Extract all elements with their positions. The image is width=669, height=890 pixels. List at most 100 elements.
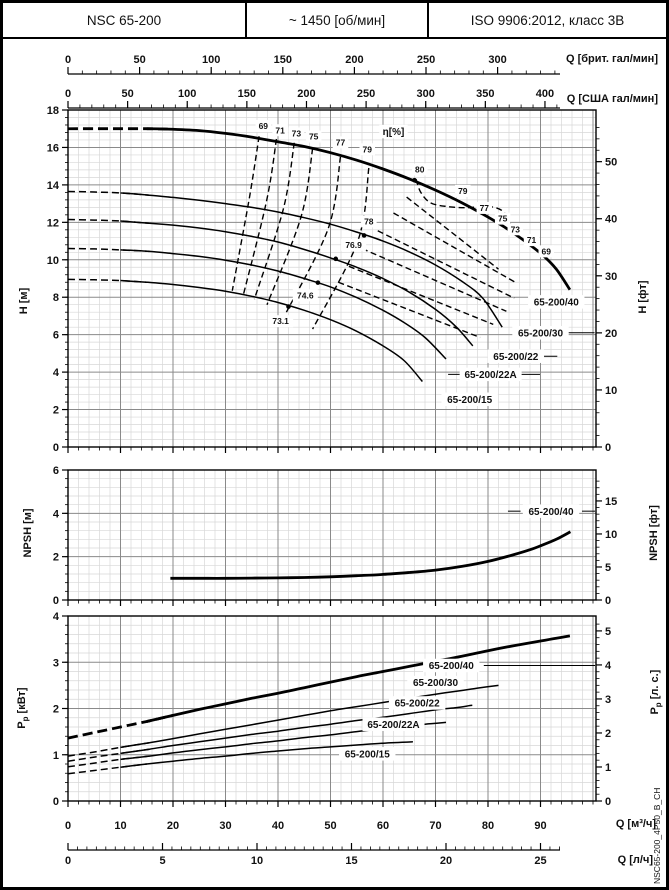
q-lh-axis-label: Q [л/ч] bbox=[617, 854, 653, 866]
svg-text:6: 6 bbox=[53, 330, 59, 342]
svg-text:100: 100 bbox=[202, 54, 220, 66]
svg-text:1: 1 bbox=[605, 762, 611, 774]
svg-text:0: 0 bbox=[65, 88, 71, 100]
power-chart: 0 1 2 3 4 0 1 2 3 4 5 65-200/40 65-200/30 65-200/22 65… bbox=[53, 611, 612, 808]
svg-text:4: 4 bbox=[53, 508, 60, 520]
svg-text:8: 8 bbox=[53, 292, 59, 304]
test-standard: ISO 9906:2012, класс 3В bbox=[470, 12, 625, 28]
svg-text:0: 0 bbox=[605, 442, 611, 454]
svg-text:2: 2 bbox=[53, 405, 59, 417]
svg-text:90: 90 bbox=[534, 820, 546, 832]
svg-text:14: 14 bbox=[47, 180, 60, 192]
svg-text:0: 0 bbox=[65, 54, 71, 66]
svg-text:50: 50 bbox=[133, 54, 145, 66]
svg-text:15: 15 bbox=[605, 496, 617, 508]
npsh-ft-axis-title: NPSH [фт] bbox=[648, 505, 660, 561]
svg-text:80: 80 bbox=[482, 820, 494, 832]
svg-text:65-200/15: 65-200/15 bbox=[345, 749, 390, 760]
svg-text:75: 75 bbox=[498, 214, 508, 224]
svg-text:12: 12 bbox=[47, 217, 59, 229]
svg-text:150: 150 bbox=[238, 88, 256, 100]
svg-text:0: 0 bbox=[53, 796, 59, 808]
svg-text:10: 10 bbox=[605, 385, 617, 397]
svg-text:10: 10 bbox=[251, 855, 263, 867]
svg-text:5: 5 bbox=[605, 626, 611, 638]
head-ft-axis-title: H [фт] bbox=[637, 280, 649, 314]
svg-text:65-200/22: 65-200/22 bbox=[395, 699, 440, 710]
svg-text:10: 10 bbox=[605, 529, 617, 541]
svg-text:65-200/40: 65-200/40 bbox=[534, 298, 579, 309]
svg-text:79: 79 bbox=[458, 186, 468, 196]
svg-text:3: 3 bbox=[53, 657, 59, 669]
svg-text:4: 4 bbox=[53, 611, 60, 623]
npsh-chart: 0 2 4 6 0 5 10 15 65-200/40 bbox=[53, 465, 617, 607]
svg-text:6: 6 bbox=[53, 465, 59, 477]
svg-text:2: 2 bbox=[605, 728, 611, 740]
bottom-q-axes: 0 10 20 30 40 50 60 70 80 90 0 5 10 15 20 25 bbox=[65, 820, 560, 867]
header-row: NSC 65-200 ~ 1450 [об/мин] ISO 9906:2012… bbox=[3, 3, 666, 39]
svg-text:0: 0 bbox=[605, 595, 611, 607]
svg-text:0: 0 bbox=[53, 595, 59, 607]
svg-text:65-200/30: 65-200/30 bbox=[518, 328, 563, 339]
svg-text:0: 0 bbox=[605, 796, 611, 808]
svg-text:300: 300 bbox=[417, 88, 435, 100]
svg-text:10: 10 bbox=[114, 820, 126, 832]
svg-text:300: 300 bbox=[488, 54, 506, 66]
svg-text:3: 3 bbox=[605, 694, 611, 706]
svg-text:69: 69 bbox=[259, 121, 269, 131]
svg-text:1: 1 bbox=[53, 750, 59, 762]
svg-text:400: 400 bbox=[536, 88, 554, 100]
svg-text:18: 18 bbox=[47, 105, 59, 117]
svg-text:65-200/22: 65-200/22 bbox=[493, 352, 538, 363]
head-m-axis-title: H [м] bbox=[18, 287, 30, 315]
pump-speed: ~ 1450 [об/мин] bbox=[247, 3, 429, 37]
q-m3h-axis-label: Q [м³/ч] bbox=[615, 818, 656, 830]
svg-text:10: 10 bbox=[47, 255, 59, 267]
head-chart: 0 2 4 6 8 10 12 14 16 18 0 10 20 30 40 50 80 78 76.9 74.6 73… bbox=[47, 105, 618, 454]
q-imp-gpm-axis-label: Q [брит. гал/мин] bbox=[565, 53, 658, 65]
svg-text:76.9: 76.9 bbox=[345, 240, 362, 250]
svg-text:65-200/40: 65-200/40 bbox=[528, 507, 573, 518]
svg-text:0: 0 bbox=[65, 855, 71, 867]
drawing-code-watermark: NSC65-200_4P50_B_CH bbox=[652, 787, 662, 884]
svg-text:0: 0 bbox=[65, 820, 71, 832]
svg-text:100: 100 bbox=[178, 88, 196, 100]
svg-text:15: 15 bbox=[345, 855, 357, 867]
svg-text:71: 71 bbox=[275, 125, 285, 135]
svg-text:73.1: 73.1 bbox=[272, 316, 289, 326]
svg-text:65-200/22A: 65-200/22A bbox=[464, 370, 516, 381]
svg-text:250: 250 bbox=[417, 54, 435, 66]
svg-text:25: 25 bbox=[534, 855, 546, 867]
svg-text:73: 73 bbox=[292, 128, 302, 138]
svg-text:60: 60 bbox=[377, 820, 389, 832]
svg-text:50: 50 bbox=[121, 88, 133, 100]
power-hp-axis-title: Pp [л. с.] bbox=[648, 669, 664, 715]
svg-text:2: 2 bbox=[53, 552, 59, 564]
svg-text:74.6: 74.6 bbox=[297, 290, 314, 300]
svg-text:50: 50 bbox=[324, 820, 336, 832]
svg-text:30: 30 bbox=[219, 820, 231, 832]
svg-text:200: 200 bbox=[345, 54, 363, 66]
svg-text:250: 250 bbox=[357, 88, 375, 100]
svg-text:75: 75 bbox=[309, 132, 319, 142]
svg-text:50: 50 bbox=[605, 157, 617, 169]
svg-text:η[%]: η[%] bbox=[383, 127, 405, 138]
svg-text:65-200/15: 65-200/15 bbox=[447, 395, 492, 406]
svg-text:4: 4 bbox=[605, 660, 612, 672]
svg-text:65-200/30: 65-200/30 bbox=[413, 678, 458, 689]
svg-text:71: 71 bbox=[527, 235, 537, 245]
svg-text:70: 70 bbox=[429, 820, 441, 832]
svg-text:65-200/22A: 65-200/22A bbox=[367, 720, 419, 731]
svg-text:73: 73 bbox=[511, 224, 521, 234]
svg-text:69: 69 bbox=[542, 246, 552, 256]
svg-text:5: 5 bbox=[159, 855, 165, 867]
svg-text:2: 2 bbox=[53, 704, 59, 716]
svg-text:200: 200 bbox=[297, 88, 315, 100]
svg-text:4: 4 bbox=[53, 367, 60, 379]
npsh-m-axis-title: NPSH [м] bbox=[22, 508, 34, 558]
svg-text:40: 40 bbox=[605, 214, 617, 226]
svg-text:40: 40 bbox=[272, 820, 284, 832]
svg-text:350: 350 bbox=[476, 88, 494, 100]
